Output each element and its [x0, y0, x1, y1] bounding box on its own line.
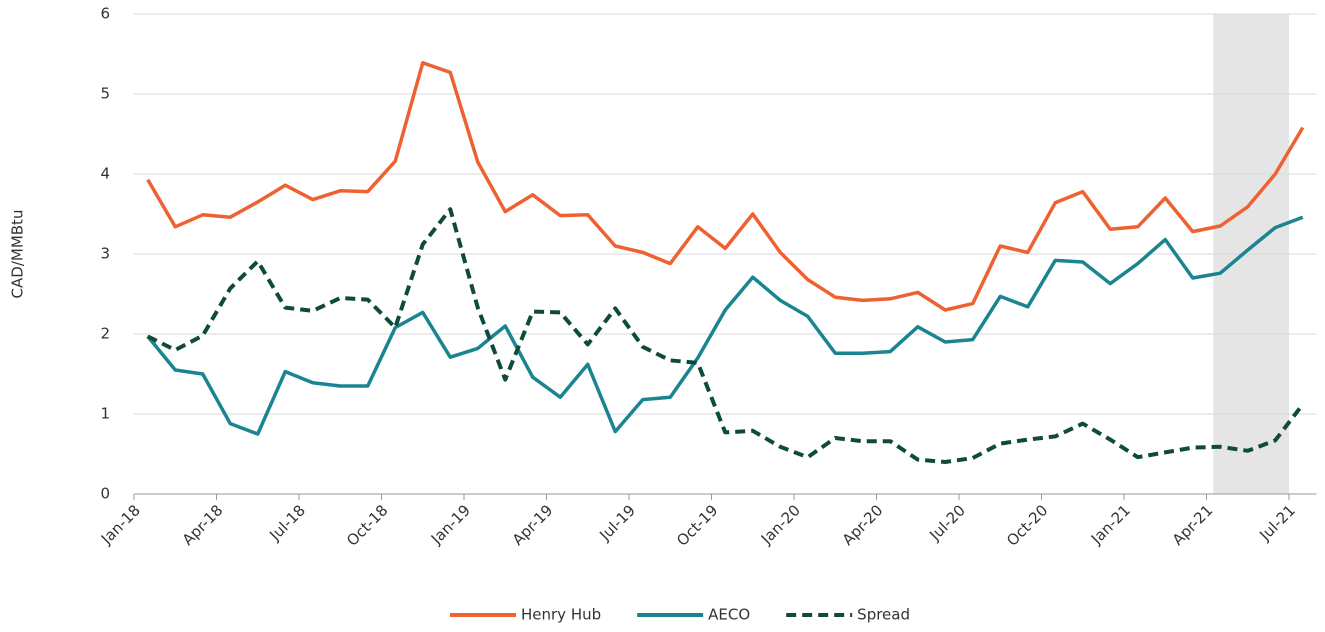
- x-tick-label: Apr-20: [839, 501, 887, 549]
- x-tick-label: Jul-20: [925, 501, 969, 545]
- x-tick-label: Jan-18: [97, 501, 144, 548]
- legend-label: AECO: [708, 606, 750, 624]
- x-tick-label: Oct-18: [343, 501, 391, 549]
- x-tick-label: Jul-21: [1255, 501, 1299, 545]
- x-tick-label: Jan-20: [757, 501, 804, 548]
- y-tick-label: 1: [100, 405, 110, 423]
- y-tick-label: 3: [100, 245, 110, 263]
- x-tick-label: Jan-21: [1087, 501, 1134, 548]
- legend-label: Spread: [857, 606, 910, 624]
- y-axis-label: CAD/MMBtu: [9, 210, 27, 299]
- x-tick-label: Apr-21: [1169, 501, 1217, 549]
- y-tick-label: 4: [100, 165, 110, 183]
- x-tick-label: Jul-19: [595, 501, 639, 545]
- x-tick-label: Jan-19: [427, 501, 474, 548]
- y-tick-label: 2: [100, 325, 110, 343]
- x-tick-label: Oct-20: [1003, 501, 1051, 549]
- x-tick-label: Apr-18: [179, 501, 227, 549]
- x-tick-label: Apr-19: [509, 501, 557, 549]
- x-tick-label: Jul-18: [265, 501, 309, 545]
- legend-label: Henry Hub: [521, 606, 601, 624]
- y-tick-label: 0: [100, 485, 110, 503]
- series-line: [146, 61, 1305, 312]
- y-tick-label: 5: [100, 85, 110, 103]
- x-tick-label: Oct-19: [673, 501, 721, 549]
- series-line: [146, 215, 1304, 436]
- y-tick-label: 6: [100, 5, 110, 23]
- series-line: [146, 207, 1305, 464]
